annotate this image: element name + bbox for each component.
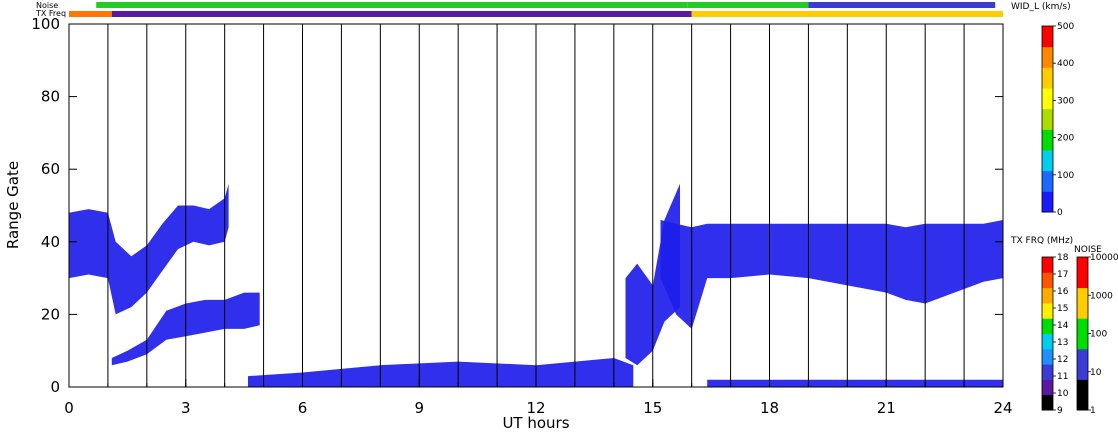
cb1-swatch-7 <box>1042 287 1053 304</box>
echo-band-2 <box>248 358 634 387</box>
cb0-swatch-0 <box>1042 191 1053 213</box>
echo-band-0 <box>69 183 229 315</box>
cb1-tick-label-7: 16 <box>1057 287 1069 297</box>
echo-band-5 <box>707 379 1003 387</box>
cb2-tick-label-3: 1000 <box>1090 291 1113 301</box>
cb0-swatch-7 <box>1042 46 1053 68</box>
x-tick-label-7: 21 <box>877 399 896 417</box>
cb0-tick-label-3: 300 <box>1057 96 1074 106</box>
x-axis: 0 3 6 9 12 15 18 21 24 <box>64 379 1013 417</box>
cb1-tick-label-6: 15 <box>1057 304 1068 314</box>
x-tick-label-2: 6 <box>298 399 308 417</box>
noise-bar-label: Noise <box>36 1 58 10</box>
cb1-tick-label-5: 14 <box>1057 321 1069 331</box>
cb0-tick-label-0: 0 <box>1057 208 1063 218</box>
cb1-swatch-0 <box>1042 394 1053 411</box>
txfreq-colorbar: 9 10 11 12 13 14 15 16 17 18 <box>1041 253 1069 416</box>
x-tick-label-3: 9 <box>414 399 424 417</box>
cb2-tick-label-4: 10000 <box>1090 253 1118 263</box>
top-bar-1-segment-0 <box>69 11 112 17</box>
cb0-swatch-1 <box>1042 170 1053 192</box>
cb2-swatch-2 <box>1077 318 1088 350</box>
y-tick-label-5: 100 <box>31 15 60 33</box>
cb0-tick-label-1: 100 <box>1057 171 1074 181</box>
cb1-swatch-5 <box>1042 318 1053 334</box>
cb0-tick-label-2: 200 <box>1057 134 1074 144</box>
txfreq-colorbar-title: TX FRQ (MHz) <box>1010 236 1073 246</box>
cb1-tick-label-0: 9 <box>1057 406 1063 416</box>
cb0-swatch-6 <box>1042 67 1053 89</box>
cb1-frame <box>1041 256 1054 411</box>
top-status-bars <box>69 2 1003 17</box>
cb1-swatch-8 <box>1042 272 1053 289</box>
cb0-frame <box>1041 25 1054 213</box>
top-bar-0-segment-2 <box>808 2 996 8</box>
cb2-tick-label-1: 10 <box>1090 368 1102 378</box>
x-tick-label-4: 12 <box>526 399 545 417</box>
cb2-swatch-1 <box>1077 348 1088 380</box>
cb2-swatch-4 <box>1077 257 1088 289</box>
x-tick-label-5: 15 <box>643 399 662 417</box>
top-bar-0-segment-1 <box>687 2 809 8</box>
x-tick-label-0: 0 <box>64 399 74 417</box>
echo-band-4 <box>660 220 1003 329</box>
width-colorbar: 0 100 200 300 400 500 <box>1041 22 1074 218</box>
y-tick-label-0: 0 <box>50 378 60 396</box>
cb0-tick-label-5: 500 <box>1057 22 1074 32</box>
cb0-swatch-5 <box>1042 88 1053 110</box>
cb1-swatch-4 <box>1042 333 1053 350</box>
cb1-tick-label-1: 10 <box>1057 389 1069 399</box>
noise-colorbar: 1 10 100 1000 10000 <box>1076 253 1118 416</box>
noise-colorbar-title: NOISE <box>1074 245 1102 255</box>
cb1-swatch-3 <box>1042 348 1053 365</box>
y-tick-label-1: 20 <box>41 305 60 323</box>
cb0-swatch-4 <box>1042 108 1053 130</box>
cb1-tick-label-3: 12 <box>1057 355 1068 365</box>
top-bar-1-segment-2 <box>691 11 1003 17</box>
cb0-tick-label-4: 400 <box>1057 59 1074 69</box>
cb2-tick-label-0: 1 <box>1090 406 1096 416</box>
y-axis: 0 20 40 60 80 100 <box>31 15 1003 396</box>
txfreq-bar-label: TX Freq <box>35 9 66 18</box>
width-colorbar-title: WID_L (km/s) <box>1011 2 1071 12</box>
x-tick-label-6: 18 <box>760 399 779 417</box>
cb1-tick-label-4: 13 <box>1057 338 1068 348</box>
cb1-swatch-2 <box>1042 364 1053 380</box>
cb0-swatch-8 <box>1042 26 1053 48</box>
top-bar-1-segment-1 <box>111 11 692 17</box>
y-tick-label-4: 80 <box>41 88 60 106</box>
data-bands <box>69 183 1003 387</box>
cb2-swatch-0 <box>1077 379 1088 411</box>
x-tick-label-8: 24 <box>993 399 1012 417</box>
y-tick-label-3: 60 <box>41 160 60 178</box>
cb2-tick-label-2: 100 <box>1090 330 1107 340</box>
cb1-swatch-6 <box>1042 302 1053 319</box>
cb1-tick-label-2: 11 <box>1057 372 1068 382</box>
top-bar-0-segment-0 <box>96 2 688 8</box>
y-tick-label-2: 40 <box>41 233 60 251</box>
cb1-tick-label-8: 17 <box>1057 270 1068 280</box>
cb1-swatch-1 <box>1042 379 1053 396</box>
x-axis-title: UT hours <box>502 414 569 432</box>
x-tick-label-1: 3 <box>181 399 191 417</box>
cb1-tick-label-9: 18 <box>1057 253 1069 263</box>
y-axis-title: Range Gate <box>4 161 22 249</box>
cb2-swatch-3 <box>1077 287 1088 319</box>
cb0-swatch-3 <box>1042 129 1053 151</box>
cb1-swatch-9 <box>1042 257 1053 273</box>
cb0-swatch-2 <box>1042 150 1053 172</box>
hour-gridlines <box>107 24 965 387</box>
